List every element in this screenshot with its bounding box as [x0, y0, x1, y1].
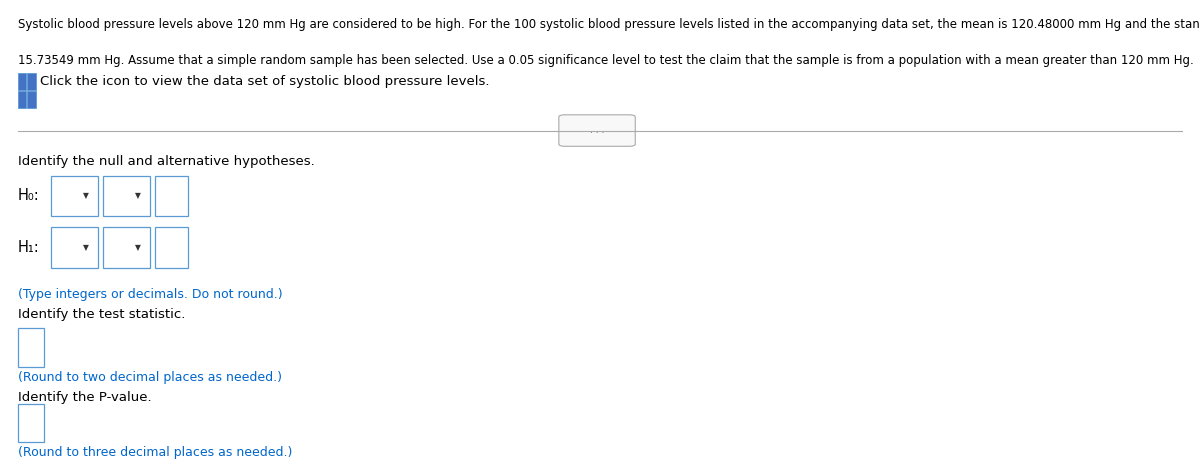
FancyBboxPatch shape — [559, 115, 635, 146]
Text: H₀:: H₀: — [18, 188, 40, 203]
Text: ▼: ▼ — [134, 243, 140, 252]
Text: Systolic blood pressure levels above 120 mm Hg are considered to be high. For th: Systolic blood pressure levels above 120… — [18, 18, 1200, 31]
Text: Identify the P-value.: Identify the P-value. — [18, 392, 151, 404]
FancyBboxPatch shape — [28, 90, 36, 107]
Text: H₁:: H₁: — [18, 240, 40, 255]
FancyBboxPatch shape — [156, 227, 188, 268]
Text: (Type integers or decimals. Do not round.): (Type integers or decimals. Do not round… — [18, 288, 282, 301]
FancyBboxPatch shape — [102, 175, 150, 216]
FancyBboxPatch shape — [18, 403, 43, 442]
Text: . . .: . . . — [590, 126, 605, 135]
FancyBboxPatch shape — [50, 227, 98, 268]
FancyBboxPatch shape — [156, 175, 188, 216]
FancyBboxPatch shape — [18, 73, 26, 90]
Text: ▼: ▼ — [134, 191, 140, 200]
Text: (Round to two decimal places as needed.): (Round to two decimal places as needed.) — [18, 371, 282, 384]
FancyBboxPatch shape — [18, 329, 43, 367]
Text: Identify the test statistic.: Identify the test statistic. — [18, 308, 185, 321]
Text: (Round to three decimal places as needed.): (Round to three decimal places as needed… — [18, 446, 293, 459]
Text: ▼: ▼ — [83, 191, 89, 200]
Text: Click the icon to view the data set of systolic blood pressure levels.: Click the icon to view the data set of s… — [41, 75, 490, 88]
Text: ▼: ▼ — [83, 243, 89, 252]
FancyBboxPatch shape — [50, 175, 98, 216]
FancyBboxPatch shape — [28, 73, 36, 90]
Text: Identify the null and alternative hypotheses.: Identify the null and alternative hypoth… — [18, 155, 314, 168]
FancyBboxPatch shape — [102, 227, 150, 268]
Text: 15.73549 mm Hg. Assume that a simple random sample has been selected. Use a 0.05: 15.73549 mm Hg. Assume that a simple ran… — [18, 54, 1194, 67]
FancyBboxPatch shape — [18, 90, 26, 107]
